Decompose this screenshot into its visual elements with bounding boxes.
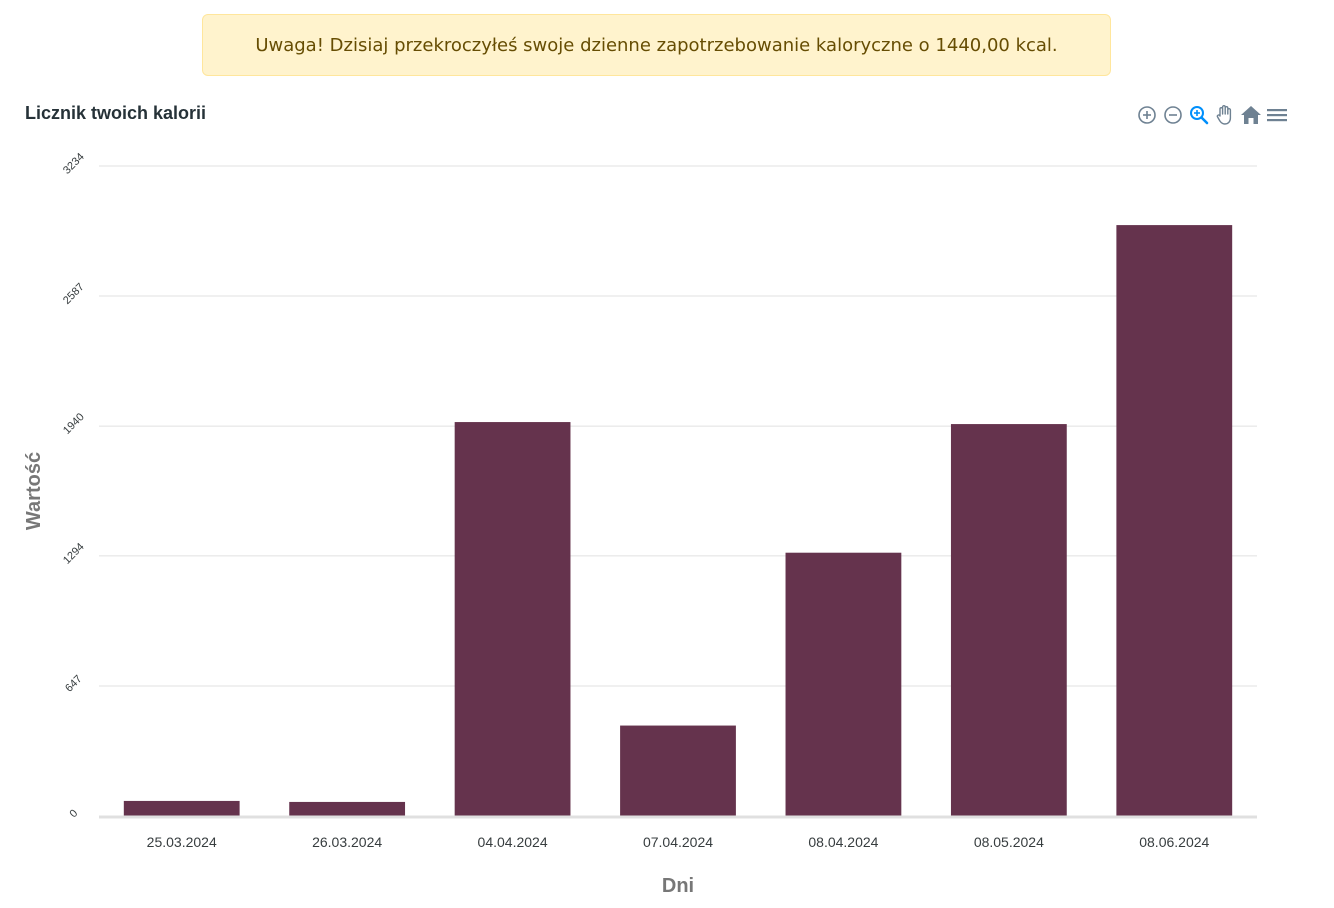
zoom-out-button[interactable]	[1162, 104, 1184, 126]
pan-hand-icon	[1216, 105, 1232, 125]
calorie-warning-alert: Uwaga! Dzisiaj przekroczyłeś swoje dzien…	[202, 14, 1111, 76]
zoom-in-button[interactable]	[1136, 104, 1158, 126]
bar	[950, 424, 1067, 816]
selection-zoom-icon	[1190, 106, 1209, 125]
pan-button[interactable]	[1214, 104, 1236, 126]
zoom-out-icon	[1164, 106, 1182, 124]
y-tick-label: 1294	[61, 541, 87, 567]
y-tick-label: 1940	[61, 411, 87, 437]
bar	[1116, 225, 1233, 816]
x-tick-label: 08.04.2024	[808, 834, 878, 850]
x-tick-label: 25.03.2024	[147, 834, 217, 850]
zoom-in-icon	[1138, 106, 1156, 124]
chart-title: Licznik twoich kalorii	[25, 103, 207, 123]
chart-menu-button[interactable]	[1266, 104, 1288, 126]
selection-zoom-button[interactable]	[1188, 104, 1210, 126]
y-tick-label: 647	[63, 673, 84, 694]
chart-toolbar	[1136, 104, 1288, 126]
x-tick-label: 26.03.2024	[312, 834, 382, 850]
x-tick-label: 04.04.2024	[478, 834, 548, 850]
x-axis-title: Dni	[662, 875, 694, 897]
alert-text: Uwaga! Dzisiaj przekroczyłeś swoje dzien…	[255, 34, 1058, 56]
bar	[785, 552, 902, 816]
bar	[289, 801, 406, 816]
y-axis-title: Wartość	[23, 452, 45, 530]
y-tick-label: 3234	[61, 151, 87, 177]
x-tick-label: 08.06.2024	[1139, 834, 1209, 850]
x-tick-label: 07.04.2024	[643, 834, 713, 850]
home-reset-icon	[1241, 106, 1261, 124]
x-tick-label: 08.05.2024	[974, 834, 1044, 850]
bar	[620, 725, 736, 816]
menu-icon	[1267, 109, 1287, 122]
bar	[454, 422, 571, 816]
y-tick-label: 0	[67, 807, 80, 820]
reset-zoom-button[interactable]	[1240, 104, 1262, 126]
y-tick-label: 2587	[61, 281, 87, 307]
bar	[123, 800, 240, 816]
